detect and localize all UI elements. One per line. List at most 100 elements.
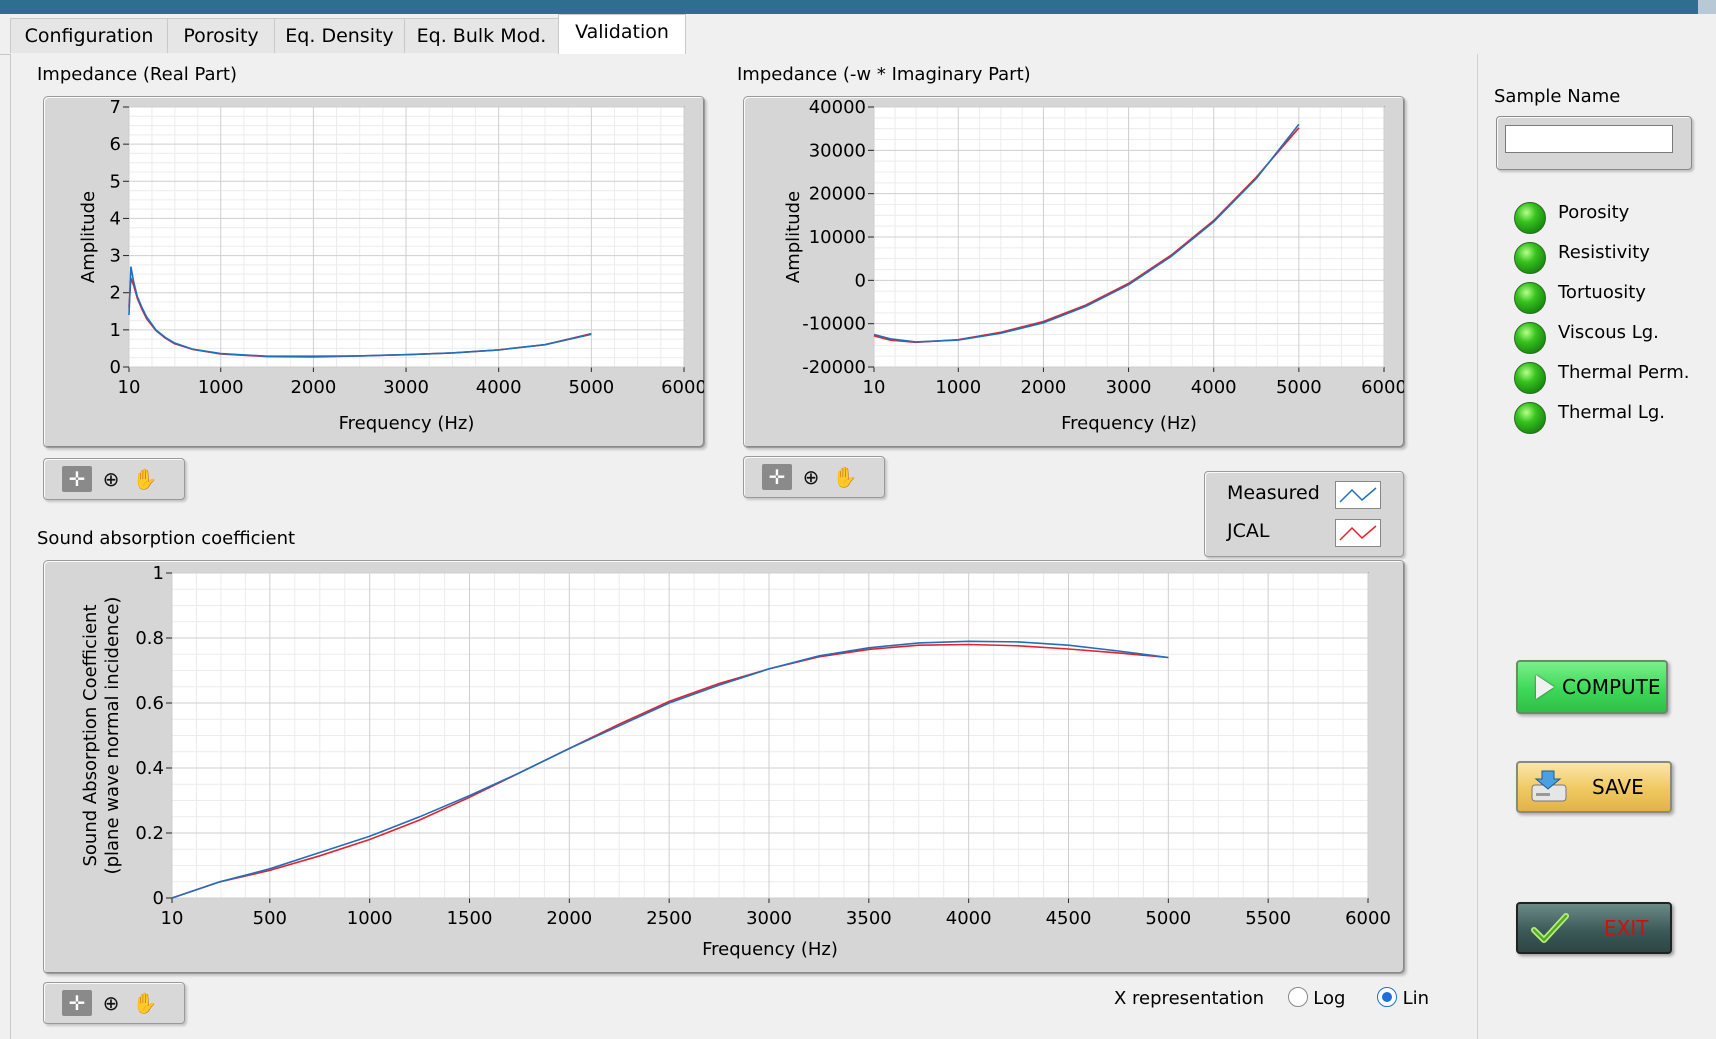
sound-absorption-x-tick-label: 6000 [1345,908,1391,929]
sound-absorption-y-axis-label: Sound Absorption Coefficient [80,604,101,866]
impedance-real-x-tick-label: 1000 [198,377,244,398]
sound-absorption-y-tick-label: 0.4 [135,758,164,779]
impedance-imag-y-tick-label: 20000 [809,184,866,205]
exit-button[interactable]: EXIT [1516,902,1672,954]
impedance-imag-y-tick-label: -20000 [802,357,866,378]
tab-eq-density[interactable]: Eq. Density [274,18,405,53]
impedance-real-y-tick-label: 7 [110,97,121,118]
thermal-perm-led-icon [1514,362,1546,394]
impedance-real-series-measured [128,266,592,358]
sound-absorption-x-tick-label: 1500 [447,908,493,929]
impedance-imag-y-tick-label: 30000 [809,140,866,161]
impedance-real-y-tick-label: 5 [110,171,121,192]
tab-validation[interactable]: Validation [558,14,686,54]
impedance-imag-x-tick-label: 5000 [1276,377,1322,398]
impedance-real-graph[interactable]: 10 1000 2000 3000 4000 5000 6000 0 1 2 3 4 5 6 7 Freque… [43,96,705,448]
sound-absorption-x-tick-label: 3000 [746,908,792,929]
zoom-icon[interactable]: ⊕ [102,467,120,491]
impedance-real-y-tick-label: 4 [110,208,121,229]
zoom-icon[interactable]: ⊕ [102,991,120,1015]
compute-button[interactable]: COMPUTE [1516,660,1668,714]
crosshair-icon[interactable]: ✛ [62,990,92,1016]
crosshair-icon[interactable]: ✛ [762,464,792,490]
sound-absorption-x-tick-label: 4500 [1046,908,1092,929]
sound-absorption-x-tick-label: 5500 [1245,908,1291,929]
tab-configuration[interactable]: Configuration [10,18,168,53]
impedance-real-graph-palette: ✛ ⊕ ✋ [43,458,185,500]
impedance-imag-x-tick-label: 2000 [1021,377,1067,398]
plot-legend[interactable]: Measured JCAL [1204,471,1404,557]
impedance-real-y-axis-label: Amplitude [78,191,99,283]
zoom-icon[interactable]: ⊕ [802,465,820,489]
x-representation-lin-radio[interactable] [1376,987,1397,1007]
x-representation-lin-label[interactable]: Lin [1402,988,1430,1009]
sound-absorption-y-tick-label: 0 [153,888,164,909]
impedance-imag-x-tick-label: 10 [863,377,886,398]
sound-absorption-x-tick-label: 2500 [646,908,692,929]
x-representation-log-label[interactable]: Log [1313,988,1346,1009]
impedance-imag-x-axis-label: Frequency (Hz) [1061,413,1197,434]
impedance-real-x-tick-label: 6000 [661,377,704,398]
x-representation-control: X representation Log Lin [1114,987,1429,1009]
sample-name-frame [1496,116,1692,170]
legend-measured-swatch[interactable] [1335,481,1381,509]
impedance-imag-x-tick-label: 6000 [1361,377,1404,398]
tortuosity-led-icon [1514,282,1546,314]
impedance-imag-y-tick-label: -10000 [802,314,866,335]
impedance-imag-graph[interactable]: 10 1000 2000 3000 4000 5000 6000 -20000 -10000 0 1… [743,96,1405,448]
impedance-imag-caption: Impedance (-w * Imaginary Part) [737,64,1031,85]
impedance-real-y-tick-label: 3 [110,246,121,267]
impedance-imag-plot[interactable]: 10 1000 2000 3000 4000 5000 6000 -20000 -10000 0 1… [744,97,1404,447]
legend-jcal-label: JCAL [1227,520,1270,542]
impedance-imag-x-tick-label: 4000 [1191,377,1237,398]
x-representation-label: X representation [1114,988,1265,1009]
impedance-real-x-tick-label: 2000 [290,377,336,398]
sound-absorption-y-tick-label: 0.6 [135,693,164,714]
sound-absorption-x-tick-label: 10 [161,908,184,929]
impedance-real-x-tick-label: 5000 [568,377,614,398]
checkmark-icon [1531,913,1569,943]
sound-absorption-x-tick-label: 5000 [1145,908,1191,929]
sample-name-input[interactable] [1505,125,1673,153]
sound-absorption-series-measured [171,640,1169,899]
tab-eq-bulk-mod[interactable]: Eq. Bulk Mod. [404,18,559,53]
impedance-imag-graph-palette: ✛ ⊕ ✋ [743,456,885,498]
tab-strip: Configuration Porosity Eq. Density Eq. B… [0,14,1716,55]
save-button[interactable]: SAVE [1516,761,1672,813]
sound-absorption-x-tick-label: 4000 [946,908,992,929]
tab-porosity[interactable]: Porosity [167,18,275,53]
impedance-real-plot[interactable]: 10 1000 2000 3000 4000 5000 6000 0 1 2 3 4 5 6 7 Freque… [44,97,704,447]
thermal-lg-led-label: Thermal Lg. [1558,402,1666,423]
legend-measured-label: Measured [1227,482,1320,504]
resistivity-led-label: Resistivity [1558,242,1650,263]
impedance-real-x-tick-label: 10 [118,377,141,398]
impedance-real-y-tick-label: 2 [110,283,121,304]
pan-hand-icon[interactable]: ✋ [832,465,858,489]
impedance-imag-x-tick-label: 1000 [935,377,981,398]
resistivity-led-icon [1514,242,1546,274]
sound-absorption-plot[interactable]: 10 500 1000 1500 2000 2500 3000 3500 4000 4500 500… [44,561,1404,973]
pan-hand-icon[interactable]: ✋ [132,467,158,491]
pan-hand-icon[interactable]: ✋ [132,991,158,1015]
impedance-imag-y-tick-label: 0 [855,270,866,291]
sound-absorption-y-tick-label: 1 [153,563,164,584]
legend-jcal-swatch[interactable] [1335,519,1381,547]
save-button-label: SAVE [1592,775,1644,799]
impedance-real-y-tick-label: 0 [110,357,121,378]
impedance-real-x-tick-label: 3000 [383,377,429,398]
x-representation-log-radio[interactable] [1287,987,1308,1007]
crosshair-icon[interactable]: ✛ [62,466,92,492]
sound-absorption-graph[interactable]: 10 500 1000 1500 2000 2500 3000 3500 4000 4500 500… [43,560,1405,974]
sound-absorption-y-tick-label: 0.8 [135,628,164,649]
sound-absorption-series-jcal [171,643,1169,899]
sound-absorption-x-axis-label: Frequency (Hz) [702,939,838,960]
impedance-imag-y-axis-label: Amplitude [783,191,804,283]
sample-name-label: Sample Name [1494,86,1621,107]
exit-button-label: EXIT [1604,916,1649,940]
viscous-lg-led-icon [1514,322,1546,354]
tortuosity-led-label: Tortuosity [1558,282,1646,303]
impedance-imag-series-measured [873,123,1300,343]
sound-absorption-x-tick-label: 2000 [546,908,592,929]
thermal-perm-led-label: Thermal Perm. [1558,362,1690,383]
impedance-real-y-tick-label: 6 [110,134,121,155]
